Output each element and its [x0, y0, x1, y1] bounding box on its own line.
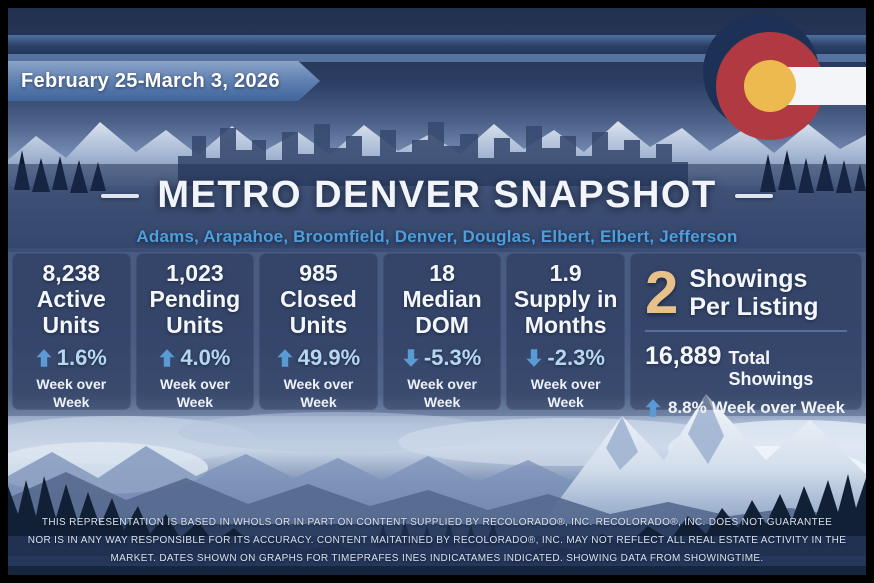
stat-change-row: 1.6%	[13, 345, 130, 371]
stat-label-line: Supply in	[513, 285, 618, 312]
stat-label-line: DOM	[415, 311, 469, 338]
stat-label-line: Median	[402, 285, 482, 312]
counties-subtitle: Adams, Arapahoe, Broomfield, Denver, Dou…	[136, 227, 738, 246]
showings-label-line: Per Listing	[689, 292, 819, 321]
stat-card-months-supply: 1.9 Supply in Months -2.3% Week over Wee…	[506, 253, 625, 410]
stat-change-row: -2.3%	[507, 345, 624, 371]
header-band	[8, 35, 866, 54]
stat-label-line: Units	[42, 311, 101, 338]
bottom-bar	[8, 566, 866, 575]
showings-per-listing-value: 2	[644, 259, 679, 326]
stat-card-closed-units: 985 Closed Units 49.9% Week over Week	[259, 253, 378, 410]
stat-period-line: Week	[176, 394, 214, 411]
stat-label-line: Months	[524, 311, 607, 338]
stat-period-line: Week	[300, 394, 337, 411]
stat-change-percent: 1.6%	[56, 345, 107, 371]
disclaimer: THIS REPRESENTATION IS BASED IN WHOLS OR…	[8, 514, 866, 568]
total-showings-row: 16,889 Total Showings	[645, 342, 849, 390]
up-arrow-icon	[159, 348, 175, 368]
colorado-flag-logo	[703, 14, 866, 140]
down-arrow-icon	[526, 348, 543, 368]
stat-change-percent: -5.3%	[423, 345, 482, 371]
stat-label-line: Units	[289, 311, 348, 338]
stat-value: 1.9	[549, 260, 582, 286]
title-dash-right	[734, 193, 773, 198]
cards-zone-shade	[8, 248, 866, 416]
showings-per-listing-row: 2 Showings Per Listing	[644, 259, 849, 326]
showings-label-line: Showings	[689, 264, 808, 293]
mid-lower-range-graphic	[8, 472, 866, 540]
stat-card-active-units: 8,238 Active Units 1.6% Week over Week	[12, 253, 131, 410]
showings-card: 2 Showings Per Listing 16,889 Total Show…	[629, 253, 862, 417]
stat-period: Week over Week	[260, 375, 377, 411]
stat-period-line: Week over	[283, 376, 354, 393]
showings-change-text: 8.8% Week over Week	[667, 398, 845, 417]
stat-period: Week over Week	[507, 375, 624, 411]
showings-change-row: 8.8% Week over Week	[645, 398, 849, 418]
date-banner: February 25-March 3, 2026	[8, 61, 320, 101]
stats-row: 8,238 Active Units 1.6% Week over Week 1…	[12, 253, 862, 417]
stat-period-line: Week over	[36, 376, 107, 393]
stat-label-line: Active	[36, 285, 106, 312]
stat-change-row: 4.0%	[137, 345, 254, 371]
date-range-label: February 25-March 3, 2026	[21, 69, 280, 92]
up-arrow-icon	[36, 348, 52, 368]
divider	[644, 330, 847, 332]
stat-value: 18	[429, 260, 455, 286]
stat-value: 8,238	[42, 260, 101, 286]
title-dash-left	[101, 193, 140, 198]
stat-change-percent: 4.0%	[180, 345, 231, 371]
logo-gold-center-icon	[744, 60, 796, 112]
stat-change-row: -5.3%	[384, 345, 501, 371]
stat-card-median-dom: 18 Median DOM -5.3% Week over Week	[382, 253, 502, 411]
up-arrow-icon	[277, 348, 293, 368]
peak-shadow-facet	[606, 394, 724, 470]
stat-change-percent: -2.3%	[547, 345, 605, 371]
total-showings-label: Total Showings	[728, 348, 814, 389]
up-arrow-icon	[645, 398, 661, 418]
stat-period-line: Week over	[530, 376, 601, 393]
stat-period: Week over Week	[13, 375, 130, 411]
stat-label-line: Units	[166, 311, 224, 338]
stat-value: 985	[299, 260, 338, 286]
disclaimer-line: NOR IS IN ANY WAY RESPONSIBLE FOR ITS AC…	[27, 535, 847, 546]
stat-period-line: Week	[53, 394, 90, 411]
stat-change-percent: 49.9%	[297, 345, 361, 371]
metro-denver-snapshot-poster: February 25-March 3, 2026 METRO DENVER S…	[8, 8, 866, 575]
stat-period: Week over Week	[384, 375, 501, 411]
stat-period-line: Week	[547, 394, 584, 411]
header-band-highlight	[8, 54, 866, 62]
stat-period: Week over Week	[137, 375, 254, 411]
page-title: METRO DENVER SNAPSHOT	[157, 174, 717, 216]
stat-period-line: Week over	[407, 376, 477, 393]
pine-forest-right-graphic	[518, 474, 866, 556]
stat-card-pending-units: 1,023 Pending Units 4.0% Week over Week	[135, 253, 255, 411]
stat-change-row: 49.9%	[260, 345, 377, 371]
title-overlay-shade	[8, 164, 866, 252]
title-row: METRO DENVER SNAPSHOT	[8, 174, 866, 217]
stat-period-line: Week over	[160, 376, 230, 393]
stat-period-line: Week	[423, 394, 461, 411]
disclaimer-line: MARKET. DATES SHOWN ON GRAPHS FOR TIMEPR…	[110, 553, 764, 564]
showings-per-listing-label: Showings Per Listing	[689, 265, 818, 321]
stat-label-line: Pending	[149, 285, 241, 312]
disclaimer-line: THIS REPRESENTATION IS BASED IN WHOLS OR…	[41, 517, 833, 528]
total-showings-value: 16,889	[644, 342, 722, 370]
stat-value: 1,023	[166, 260, 224, 286]
stat-label-line: Closed	[280, 285, 357, 312]
down-arrow-icon	[403, 348, 419, 368]
